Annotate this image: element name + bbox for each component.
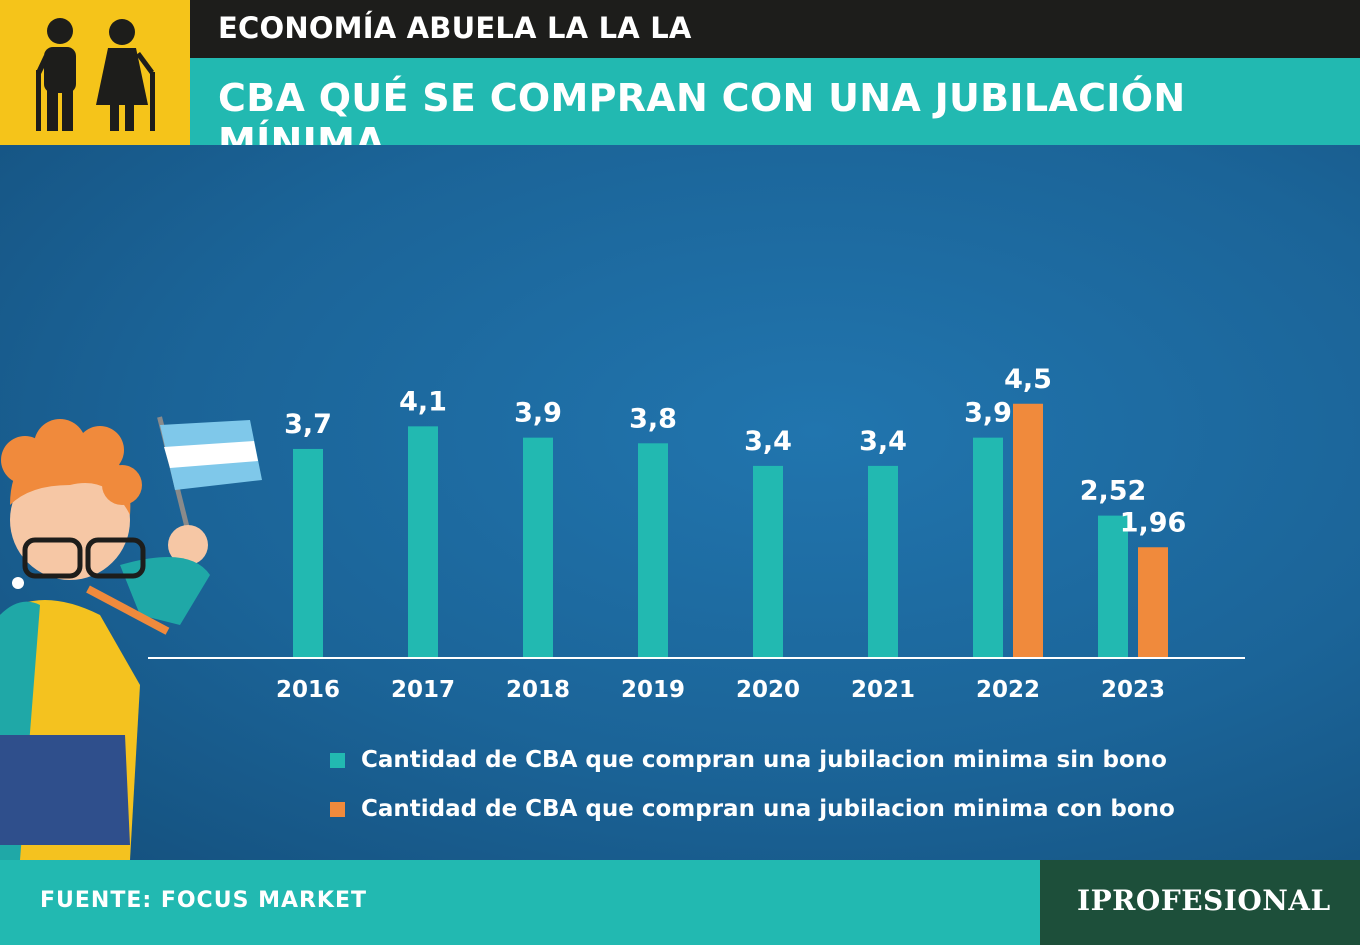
footer: FUENTE: FOCUS MARKET: [0, 860, 1040, 945]
value-label-2016-sin-bono: 3,7: [284, 409, 332, 440]
tick-label-2023: 2023: [1101, 677, 1165, 703]
value-labels: 3,74,1 3,9 3,83,4 3,43,94,52,521,96: [284, 364, 1186, 539]
header-supertitle-bar: ECONOMÍA ABUELA LA LA LA: [190, 0, 1360, 58]
grandmother-illustration: [0, 416, 262, 860]
bar-2022-con-bono: [1013, 403, 1043, 658]
bar-2023-sin-bono: [1098, 515, 1128, 658]
elderly-couple-icon: [36, 18, 155, 131]
tick-label-2021: 2021: [851, 677, 915, 703]
value-label-2019-sin-bono: 3,8: [629, 403, 677, 434]
value-label-2023-sin-bono: 2,52: [1080, 476, 1147, 507]
source-note: FUENTE: FOCUS MARKET: [40, 888, 368, 913]
legend-swatch-sin-bono: [330, 752, 345, 768]
legend-label-con-bono: Cantidad de CBA que compran una jubilaci…: [361, 796, 1175, 822]
bar-2021-sin-bono: [868, 465, 898, 658]
bar-2017-sin-bono: [408, 426, 438, 658]
bar-2023-con-bono: [1138, 547, 1168, 658]
page-title: CBA QUÉ SE COMPRAN CON UNA JUBILACIÓN MÍ…: [218, 76, 1186, 164]
bar-2020-sin-bono: [753, 465, 783, 658]
tick-label-2022: 2022: [976, 677, 1040, 703]
value-label-2023-con-bono: 1,96: [1120, 507, 1187, 538]
bar-2018-sin-bono: [523, 437, 553, 658]
legend-item-con-bono: Cantidad de CBA que compran una jubilaci…: [330, 796, 1175, 822]
value-label-2017-sin-bono: 4,1: [399, 386, 447, 417]
x-tick-labels: 2016 2017 2018 2019 2020 2021 2022 2023: [276, 677, 1165, 703]
value-label-2021-sin-bono: 3,4: [859, 426, 907, 457]
value-label-2022-sin-bono: 3,9: [964, 398, 1012, 429]
supertitle: ECONOMÍA ABUELA LA LA LA: [218, 11, 692, 45]
bars: [293, 403, 1168, 658]
bar-2019-sin-bono: [638, 443, 668, 658]
legend-item-sin-bono: Cantidad de CBA que compran una jubilaci…: [330, 747, 1167, 773]
header-title-bar: CBA QUÉ SE COMPRAN CON UNA JUBILACIÓN MÍ…: [190, 58, 1360, 164]
bar-2016-sin-bono: [293, 448, 323, 658]
chart-background: [0, 145, 1360, 860]
bar-chart: 3,74,1 3,9 3,83,4 3,43,94,52,521,96 2016 201…: [0, 364, 1245, 860]
legend-label-sin-bono: Cantidad de CBA que compran una jubilaci…: [361, 747, 1167, 773]
tick-label-2016: 2016: [276, 677, 340, 703]
tick-label-2019: 2019: [621, 677, 685, 703]
legend-swatch-con-bono: [330, 801, 345, 817]
tick-label-2017: 2017: [391, 677, 455, 703]
tick-label-2018: 2018: [506, 677, 570, 703]
value-label-2022-con-bono: 4,5: [1004, 364, 1052, 395]
value-label-2020-sin-bono: 3,4: [744, 426, 792, 457]
brand-logo: IPROFESIONAL: [1077, 884, 1331, 917]
header-icon-box: [0, 0, 190, 145]
bar-2022-sin-bono: [973, 437, 1003, 658]
tick-label-2020: 2020: [736, 677, 800, 703]
value-label-2018-sin-bono: 3,9: [514, 398, 562, 429]
brand-box: IPROFESIONAL: [1040, 860, 1360, 945]
